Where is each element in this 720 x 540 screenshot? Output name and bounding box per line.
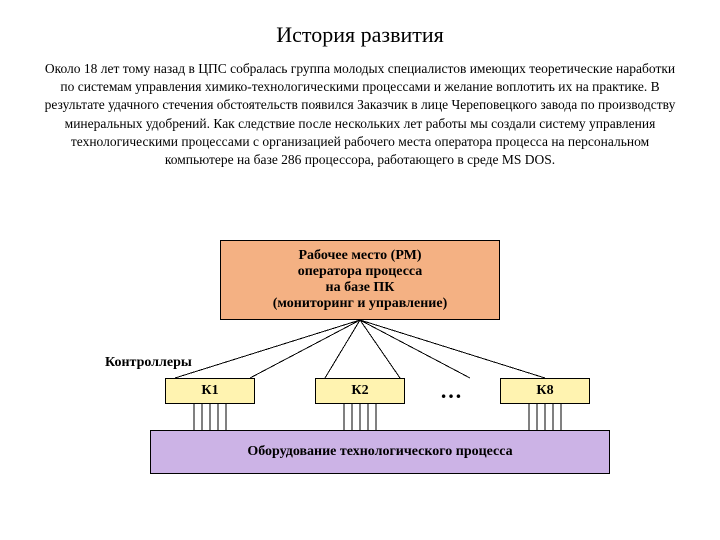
ws-line-1: Рабочее место (РМ)	[299, 248, 422, 264]
page-title: История развития	[0, 22, 720, 48]
ws-line-3: на базе ПК	[326, 280, 395, 296]
controller-k1-label: К1	[201, 383, 218, 399]
controller-k8: К8	[500, 378, 590, 404]
controllers-label: Контроллеры	[105, 355, 192, 371]
controller-k1: К1	[165, 378, 255, 404]
history-paragraph: Около 18 лет тому назад в ЦПС собралась …	[40, 60, 680, 169]
equipment-box: Оборудование технологического процесса	[150, 430, 610, 474]
equipment-label: Оборудование технологического процесса	[247, 444, 512, 460]
controller-k2: К2	[315, 378, 405, 404]
slide-stage: История развития Около 18 лет тому назад…	[0, 0, 720, 540]
workstation-box: Рабочее место (РМ) оператора процесса на…	[220, 240, 500, 320]
ws-line-4: (мониторинг и управление)	[273, 296, 448, 312]
workstation-text: Рабочее место (РМ) оператора процесса на…	[221, 241, 499, 319]
controller-k2-label: К2	[351, 383, 368, 399]
controller-k8-label: К8	[536, 383, 553, 399]
ws-line-2: оператора процесса	[298, 264, 423, 280]
controllers-ellipsis: …	[440, 378, 462, 404]
